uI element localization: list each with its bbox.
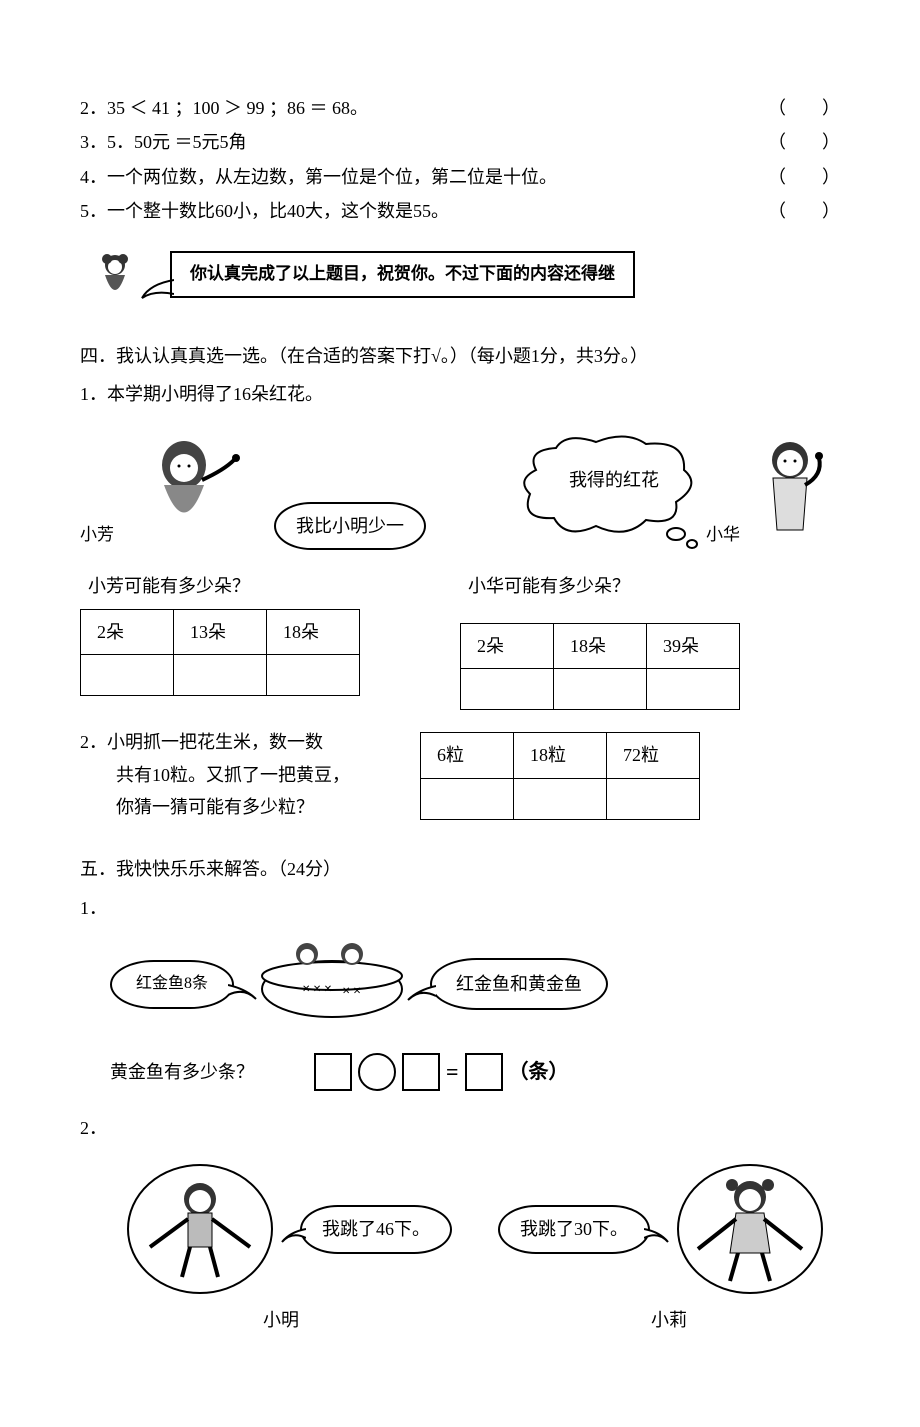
table-row	[461, 669, 740, 710]
s4-q1-characters: 小芳 我比小明少一 我得的红花 小华	[80, 420, 840, 550]
s5-q1-equation: = （条）	[314, 1052, 569, 1092]
s5-q1-scene: 红金鱼8条 ✕ ✕ ✕ ✕ ✕ 红金鱼和黄金鱼	[110, 934, 840, 1034]
opt-cell: 2朵	[81, 609, 174, 654]
s4-q1-left-tbl-title: 小芳可能有多少朵？	[88, 570, 360, 602]
eq-box-2[interactable]	[402, 1053, 440, 1091]
s5-q1-num: 1．	[80, 892, 840, 924]
judge-item-3: 3．5．50元 ＝5元5角 （ ）	[80, 126, 840, 158]
equals-sign: =	[446, 1052, 459, 1092]
s5-q2-right-bubble: 我跳了30下。	[498, 1205, 650, 1253]
svg-text:✕ ✕: ✕ ✕	[342, 986, 361, 997]
table-row: 6粒 18粒 72粒	[421, 733, 700, 778]
s5-q1-left-bubble-text: 红金鱼8条	[136, 975, 208, 992]
answer-cell[interactable]	[174, 655, 267, 696]
s4-q2-table: 6粒 18粒 72粒	[420, 732, 700, 819]
girl-xiaofang-icon	[114, 420, 274, 550]
svg-text:✕ ✕ ✕: ✕ ✕ ✕	[302, 984, 332, 995]
answer-cell[interactable]	[421, 778, 514, 819]
judge-item-5: 5．一个整十数比60小，比40大，这个数是55。 （ ）	[80, 195, 840, 227]
s5-q2-num: 2．	[80, 1112, 840, 1144]
s4-q1-left-table: 2朵 13朵 18朵	[80, 609, 360, 696]
boy-xiaohua-icon	[740, 420, 840, 550]
s4-q1-right-tbl-title: 小华可能有多少朵？	[468, 570, 740, 602]
s5-q1-answer-row: 黄金鱼有多少条？ = （条）	[110, 1052, 840, 1092]
table-row	[81, 655, 360, 696]
s4-q1-right-name: 小华	[706, 520, 740, 551]
fishbowl-icon: ✕ ✕ ✕ ✕ ✕	[252, 934, 412, 1034]
eq-op-circle[interactable]	[358, 1053, 396, 1091]
s5-q2-left-name: 小明	[263, 1304, 299, 1336]
s5-q2-left: 我跳了46下。 小明	[110, 1154, 452, 1336]
s5-q2-scene: 我跳了46下。 小明 我跳了30下。	[110, 1154, 840, 1336]
s4-q1-tables: 小芳可能有多少朵？ 2朵 13朵 18朵 小华可能有多少朵？ 2朵 18朵 39…	[80, 570, 840, 710]
girl-jumprope-icon	[660, 1154, 840, 1304]
s5-q2-right-bubble-text: 我跳了30下。	[520, 1219, 628, 1239]
table-row	[421, 778, 700, 819]
judge-5-blank[interactable]: （ ）	[768, 195, 840, 227]
s4-q2-l2: 共有10粒。又抓了一把黄豆，	[80, 759, 380, 791]
s5-q2-right-name: 小莉	[651, 1304, 687, 1336]
s4-q1-left-bubble-text: 我比小明少一	[296, 516, 404, 536]
s4-q2-l1: 2．小明抓一把花生米，数一数	[80, 726, 380, 758]
judge-3-blank[interactable]: （ ）	[768, 126, 840, 158]
s5-q1-right-bubble: 红金鱼和黄金鱼	[430, 958, 608, 1010]
boy-jumprope-icon	[110, 1154, 290, 1304]
opt-cell: 39朵	[647, 623, 740, 668]
eq-box-1[interactable]	[314, 1053, 352, 1091]
answer-cell[interactable]	[267, 655, 360, 696]
table-row: 2朵 13朵 18朵	[81, 609, 360, 654]
opt-cell: 6粒	[421, 733, 514, 778]
answer-cell[interactable]	[647, 669, 740, 710]
encouragement-text: 你认真完成了以上题目，祝贺你。不过下面的内容还得继	[190, 264, 615, 283]
s4-q1-right-table-wrap: 小华可能有多少朵？ 2朵 18朵 39朵	[460, 570, 740, 710]
table-row: 2朵 18朵 39朵	[461, 623, 740, 668]
answer-cell[interactable]	[461, 669, 554, 710]
s4-q2-text: 2．小明抓一把花生米，数一数 共有10粒。又抓了一把黄豆， 你猜一猜可能有多少粒…	[80, 726, 380, 823]
judge-2-text: 2．35 ＜ 41 ；100 ＞ 99 ；86 ＝ 68。	[80, 92, 368, 124]
judge-3-text: 3．5．50元 ＝5元5角	[80, 126, 247, 158]
s4-q1-right-group: 我得的红花 小华	[506, 420, 840, 550]
opt-cell: 2朵	[461, 623, 554, 668]
s4-q1-right-table: 2朵 18朵 39朵	[460, 623, 740, 710]
s4-q2: 2．小明抓一把花生米，数一数 共有10粒。又抓了一把黄豆， 你猜一猜可能有多少粒…	[80, 726, 840, 823]
s4-q1-left-group: 小芳 我比小明少一	[80, 420, 426, 550]
s5-q1-left-bubble: 红金鱼8条	[110, 960, 234, 1009]
s5-q2-left-bubble: 我跳了46下。	[300, 1205, 452, 1253]
s5-q2-right: 我跳了30下。 小莉	[498, 1154, 840, 1336]
eq-unit: （条）	[509, 1054, 569, 1090]
s4-q1-thought-wrap: 我得的红花	[506, 430, 706, 550]
section-4-title: 四．我认认真真选一选。（在合适的答案下打√。）（每小题1分，共3分。）	[80, 340, 840, 372]
answer-cell[interactable]	[607, 778, 700, 819]
s4-q1-left-name: 小芳	[80, 520, 114, 551]
s4-q1-left-table-wrap: 小芳可能有多少朵？ 2朵 13朵 18朵	[80, 570, 360, 710]
answer-cell[interactable]	[514, 778, 607, 819]
encouragement-row: 你认真完成了以上题目，祝贺你。不过下面的内容还得继	[80, 240, 840, 310]
opt-cell: 72粒	[607, 733, 700, 778]
judge-4-blank[interactable]: （ ）	[768, 161, 840, 193]
s4-q1-thought-text: 我得的红花	[554, 464, 674, 496]
encouragement-box: 你认真完成了以上题目，祝贺你。不过下面的内容还得继	[170, 251, 635, 298]
opt-cell: 18粒	[514, 733, 607, 778]
s4-q2-l3: 你猜一猜可能有多少粒？	[80, 791, 380, 823]
eq-box-3[interactable]	[465, 1053, 503, 1091]
answer-cell[interactable]	[81, 655, 174, 696]
answer-cell[interactable]	[554, 669, 647, 710]
judge-5-text: 5．一个整十数比60小，比40大，这个数是55。	[80, 195, 449, 227]
s5-q1-ask: 黄金鱼有多少条？	[110, 1056, 254, 1088]
judge-item-4: 4．一个两位数，从左边数，第一位是个位，第二位是十位。 （ ）	[80, 161, 840, 193]
s4-q1-thought-l1: 我得的红花	[554, 464, 674, 496]
opt-cell: 18朵	[267, 609, 360, 654]
opt-cell: 18朵	[554, 623, 647, 668]
judge-4-text: 4．一个两位数，从左边数，第一位是个位，第二位是十位。	[80, 161, 557, 193]
s4-q1-left-bubble: 我比小明少一	[274, 502, 426, 550]
s5-q1-right-bubble-text: 红金鱼和黄金鱼	[456, 974, 582, 994]
opt-cell: 13朵	[174, 609, 267, 654]
s5-q2-left-bubble-text: 我跳了46下。	[322, 1219, 430, 1239]
section-5-title: 五．我快快乐乐来解答。（24分）	[80, 853, 840, 885]
judge-2-blank[interactable]: （ ）	[768, 92, 840, 124]
s4-q1-stem: 1．本学期小明得了16朵红花。	[80, 378, 840, 410]
judge-item-2: 2．35 ＜ 41 ；100 ＞ 99 ；86 ＝ 68。 （ ）	[80, 92, 840, 124]
